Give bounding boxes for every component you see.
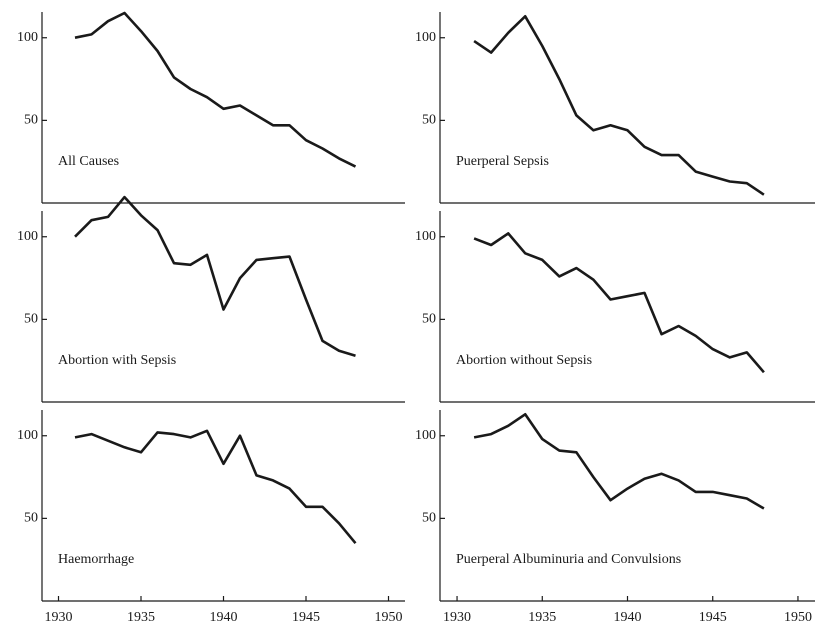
x-tick-label: 1930 bbox=[443, 610, 471, 625]
y-tick-label: 100 bbox=[17, 229, 38, 244]
panel-label: Haemorrhage bbox=[58, 552, 134, 567]
x-tick-label: 1945 bbox=[699, 610, 727, 625]
y-tick-label: 50 bbox=[24, 113, 38, 128]
y-tick-label: 50 bbox=[422, 113, 436, 128]
y-tick-label: 100 bbox=[415, 428, 436, 443]
panel-label: All Causes bbox=[58, 154, 119, 169]
x-tick-label: 1935 bbox=[127, 610, 155, 625]
x-tick-label: 1945 bbox=[292, 610, 320, 625]
data-line bbox=[473, 14, 765, 196]
y-tick-label: 100 bbox=[415, 229, 436, 244]
panel-label: Abortion without Sepsis bbox=[456, 353, 592, 368]
data-line bbox=[74, 11, 357, 168]
data-line bbox=[74, 429, 357, 545]
y-tick-label: 50 bbox=[24, 312, 38, 327]
x-tick-label: 1940 bbox=[210, 610, 238, 625]
y-tick-label: 100 bbox=[415, 30, 436, 45]
y-tick-label: 50 bbox=[422, 312, 436, 327]
x-tick-label: 1930 bbox=[45, 610, 73, 625]
data-line bbox=[74, 195, 356, 357]
panel-label: Abortion with Sepsis bbox=[58, 353, 176, 368]
panel-label: Puerperal Sepsis bbox=[456, 154, 549, 169]
x-tick-label: 1950 bbox=[784, 610, 812, 625]
y-tick-label: 50 bbox=[24, 511, 38, 526]
data-line bbox=[473, 412, 765, 510]
panel-label: Puerperal Albuminuria and Convulsions bbox=[456, 552, 681, 567]
x-tick-label: 1940 bbox=[614, 610, 642, 625]
x-tick-label: 1950 bbox=[375, 610, 403, 625]
x-tick-label: 1935 bbox=[528, 610, 556, 625]
y-tick-label: 50 bbox=[422, 511, 436, 526]
y-tick-label: 100 bbox=[17, 428, 38, 443]
y-tick-label: 100 bbox=[17, 30, 38, 45]
data-line bbox=[473, 232, 765, 374]
